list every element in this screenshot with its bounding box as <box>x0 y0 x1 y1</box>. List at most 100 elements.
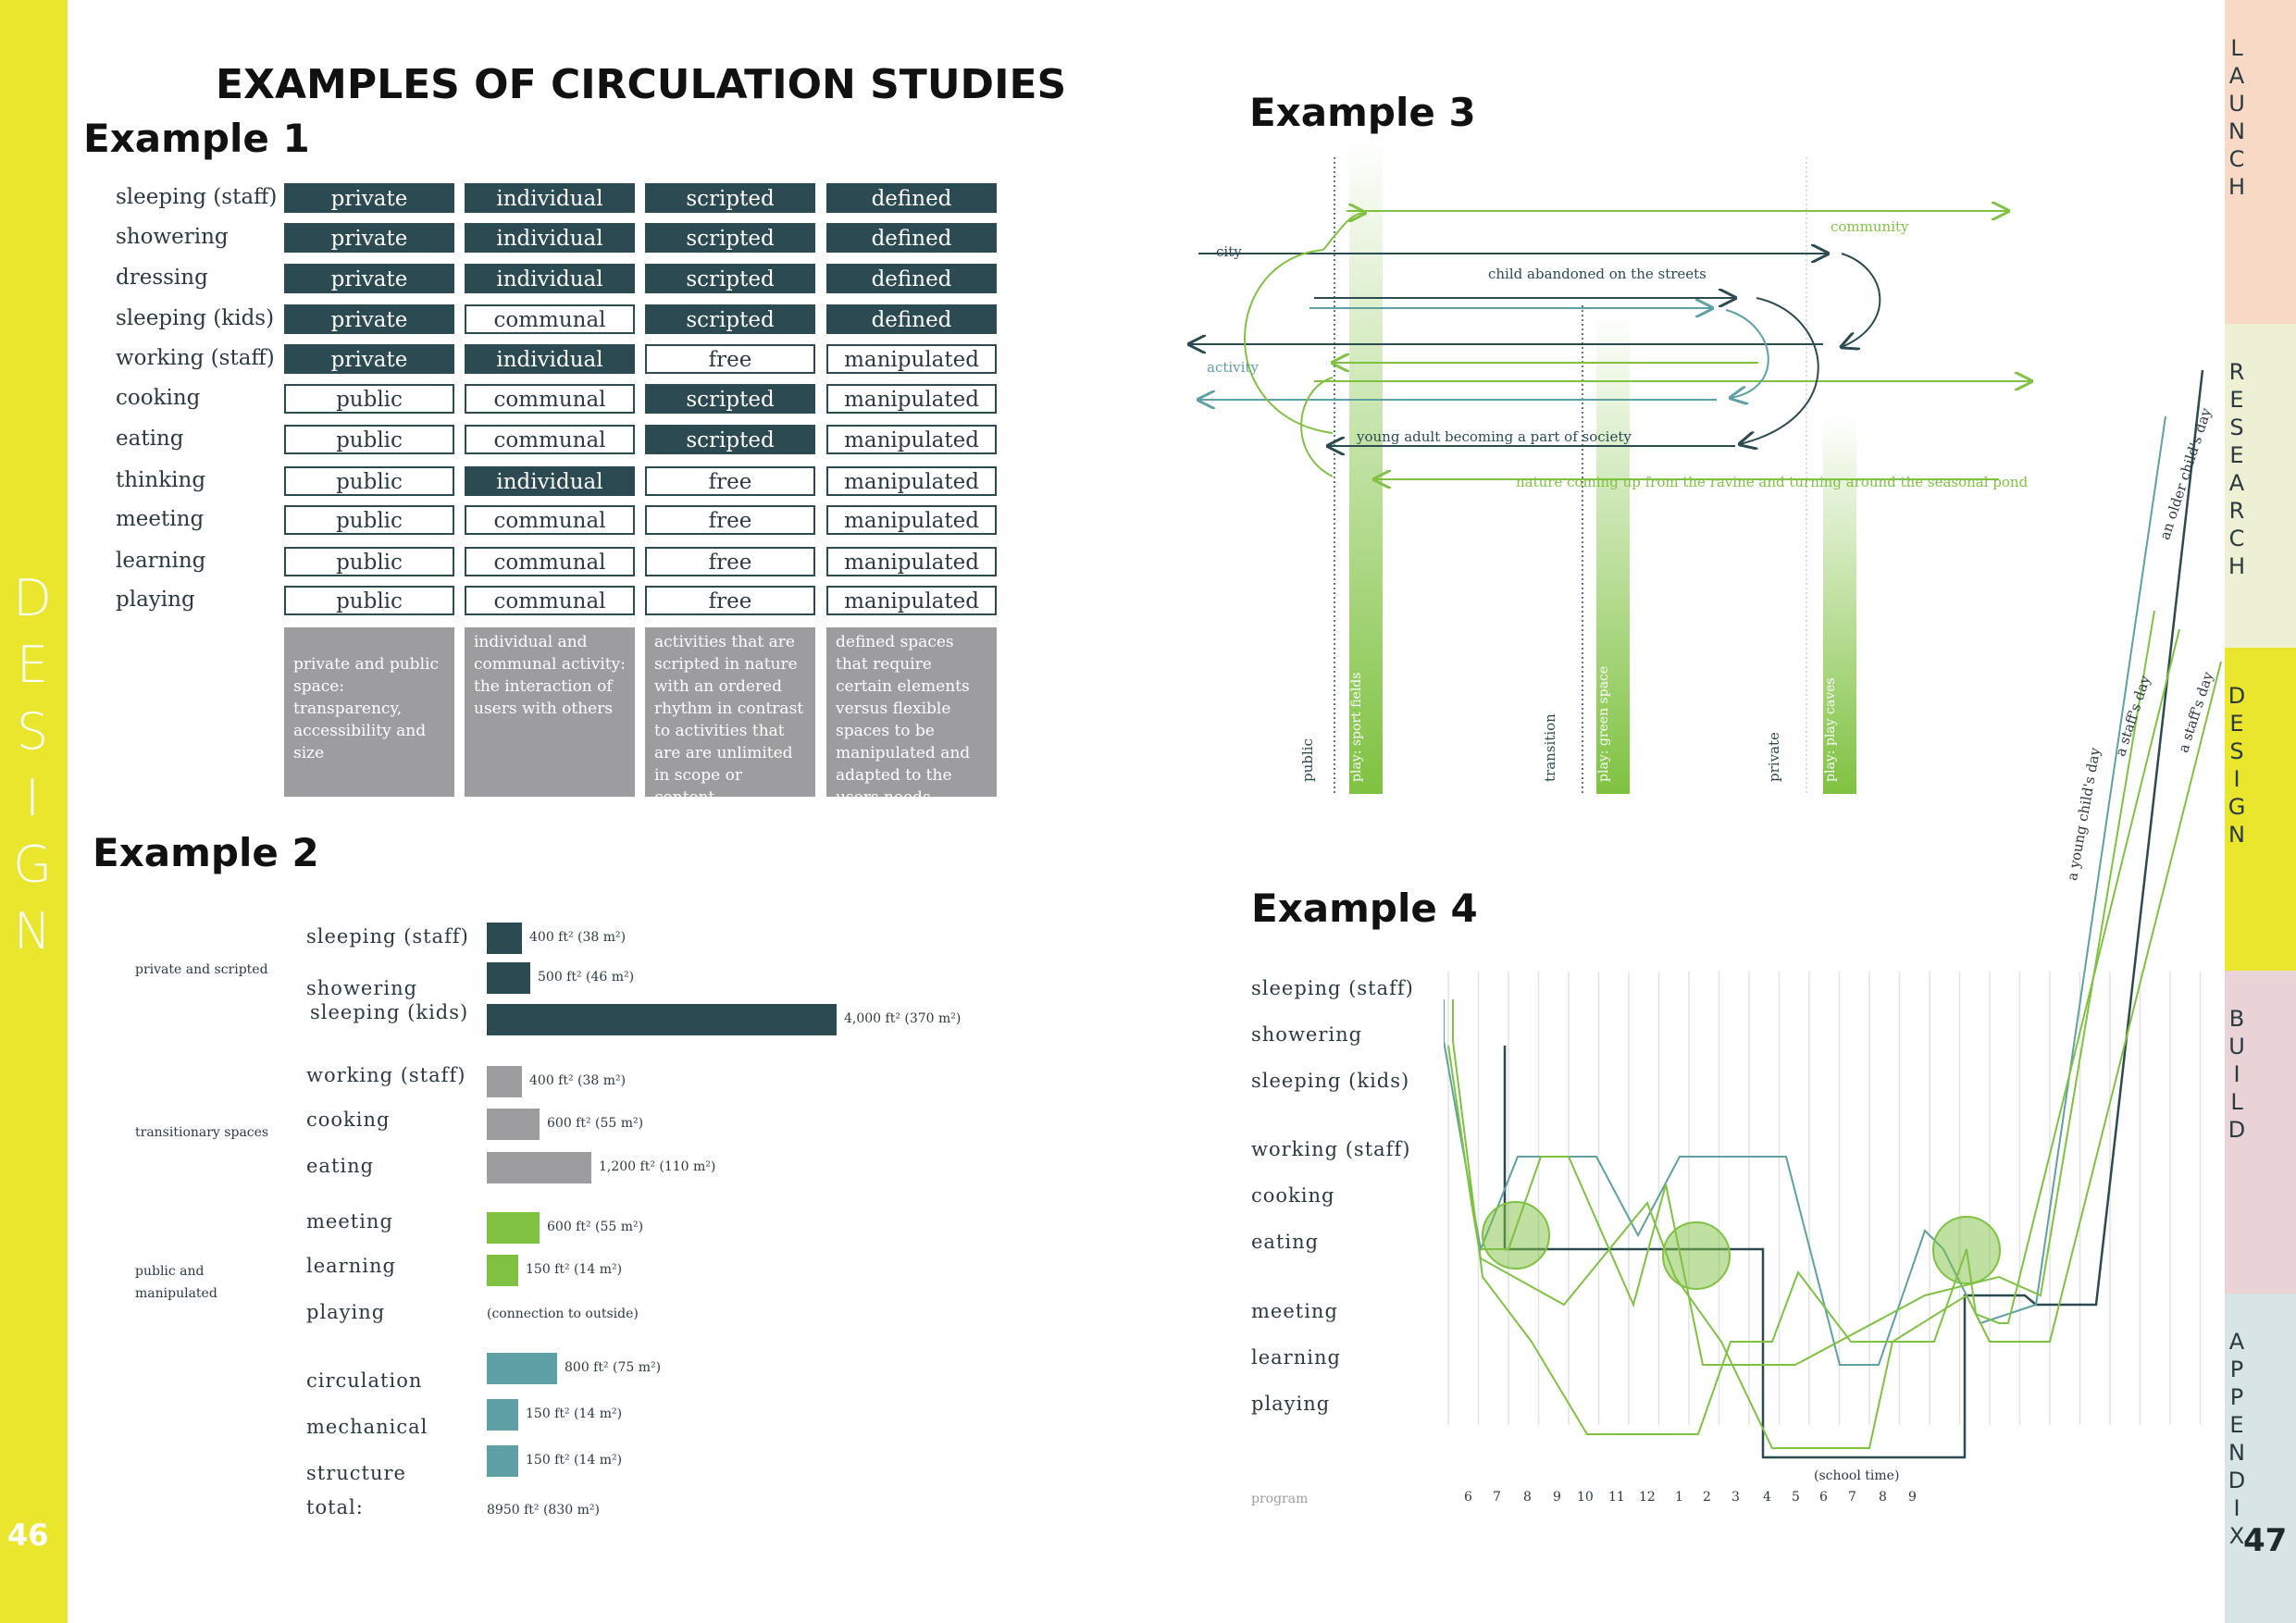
row-label: learning <box>116 549 206 573</box>
area-bar <box>487 1353 557 1384</box>
table-cell: public <box>284 466 454 496</box>
tab-letter: I <box>2233 766 2240 792</box>
item-label: sleeping (kids) <box>310 1001 469 1023</box>
table-cell: public <box>284 425 454 454</box>
tab-letter: A <box>2228 1329 2245 1355</box>
page-number-right: 47 <box>2243 1522 2288 1559</box>
area-value: 400 ft² (38 m²) <box>529 930 627 945</box>
tab-letter: A <box>2228 63 2245 89</box>
area-value: 150 ft² (14 m²) <box>526 1262 623 1277</box>
hour-tick: 6 <box>1819 1490 1828 1505</box>
table-cell: scripted <box>645 425 815 454</box>
area-value: 150 ft² (14 m²) <box>526 1453 623 1468</box>
example4-lines <box>1444 370 2222 1459</box>
tab-launch <box>2225 0 2296 324</box>
label-community: community <box>1831 218 1909 235</box>
table-cell: free <box>645 586 815 615</box>
row-label: eating <box>116 427 184 451</box>
design-letter: S <box>16 702 49 761</box>
table-cell: scripted <box>645 304 815 334</box>
area-bar <box>487 1399 518 1431</box>
area-bar <box>487 1109 540 1140</box>
row-label: meeting <box>1251 1300 1338 1322</box>
section-band-left <box>0 0 68 1623</box>
tab-letter: L <box>2230 35 2243 61</box>
table-cell: public <box>284 384 454 414</box>
description-box: defined spaces that require certain elem… <box>826 627 997 807</box>
row-label: sleeping (staff) <box>116 185 278 209</box>
hour-tick: 5 <box>1792 1490 1800 1505</box>
tab-letter: N <box>2228 118 2245 144</box>
tab-letter: C <box>2228 526 2245 551</box>
tab-build <box>2225 971 2296 1294</box>
row-label: eating <box>1251 1231 1320 1253</box>
tab-letter: H <box>2228 553 2246 579</box>
table-cell: manipulated <box>826 425 997 454</box>
row-label: showering <box>1251 1023 1363 1046</box>
area-value: 150 ft² (14 m²) <box>526 1406 623 1421</box>
table-cell: individual <box>465 466 635 496</box>
table-cell: scripted <box>645 223 815 253</box>
area-value: 400 ft² (38 m²) <box>529 1073 627 1088</box>
table-cell: defined <box>826 223 997 253</box>
tab-appendix <box>2225 1294 2296 1623</box>
area-bar <box>487 1152 591 1183</box>
area-value: 4,000 ft² (370 m²) <box>844 1011 962 1026</box>
table-cell: free <box>645 344 815 374</box>
focus-circle-evening <box>1932 1216 2001 1284</box>
item-label: working (staff) <box>306 1064 466 1086</box>
row-label: dressing <box>116 266 208 290</box>
total-label: total: <box>306 1496 364 1518</box>
tab-letter: X <box>2228 1523 2245 1549</box>
table-cell: private <box>284 264 454 293</box>
tab-research <box>2225 324 2296 648</box>
row-label: cooking <box>116 386 201 410</box>
group-label: transitionary spaces <box>135 1125 269 1140</box>
table-cell: scripted <box>645 264 815 293</box>
table-cell: scripted <box>645 183 815 213</box>
table-cell: manipulated <box>826 505 997 535</box>
zone-label: public <box>1299 738 1316 782</box>
group-label: public and manipulated <box>135 1264 217 1301</box>
row-label: sleeping (kids) <box>116 306 275 330</box>
example2-heading: Example 2 <box>93 830 319 875</box>
label-activity: activity <box>1207 359 1259 376</box>
area-value: 800 ft² (75 m²) <box>565 1360 662 1375</box>
example4-heading: Example 4 <box>1251 886 1478 931</box>
table-cell: scripted <box>645 384 815 414</box>
area-value: 600 ft² (55 m²) <box>547 1220 644 1234</box>
design-letter: G <box>13 836 52 894</box>
example3-heading: Example 3 <box>1249 90 1476 135</box>
page-number-left: 46 <box>7 1518 49 1553</box>
row-label: playing <box>116 588 195 612</box>
item-label: structure <box>306 1462 406 1484</box>
school-time-label: (school time) <box>1814 1468 1900 1483</box>
design-letter: D <box>13 569 52 627</box>
table-cell: private <box>284 304 454 334</box>
play-label: play: sport fields <box>1349 672 1364 782</box>
hour-tick: 4 <box>1763 1490 1771 1505</box>
hour-tick: 1 <box>1675 1490 1683 1505</box>
hour-tick: 7 <box>1848 1490 1856 1505</box>
label-young-adult: young adult becoming a part of society <box>1357 428 1632 445</box>
tab-letter: E <box>2229 1412 2244 1438</box>
row-label: thinking <box>116 468 206 492</box>
tab-letter: C <box>2228 146 2245 172</box>
label-city: city <box>1216 243 1242 260</box>
table-cell: private <box>284 183 454 213</box>
item-label: showering <box>306 977 418 999</box>
tab-letter: A <box>2228 470 2245 496</box>
table-cell: manipulated <box>826 384 997 414</box>
tab-design <box>2225 648 2296 971</box>
hour-tick: 9 <box>1553 1490 1561 1505</box>
area-bar <box>487 1004 837 1035</box>
program-label: program <box>1251 1492 1309 1506</box>
label-nature: nature coming up from the ravine and tur… <box>1516 474 2029 490</box>
tab-letter: D <box>2228 1468 2246 1493</box>
table-cell: defined <box>826 183 997 213</box>
hour-tick: 8 <box>1879 1490 1887 1505</box>
area-bar <box>487 1212 540 1244</box>
tab-letter: D <box>2228 683 2246 709</box>
tab-letter: R <box>2228 498 2245 524</box>
area-value: 1,200 ft² (110 m²) <box>599 1159 716 1174</box>
